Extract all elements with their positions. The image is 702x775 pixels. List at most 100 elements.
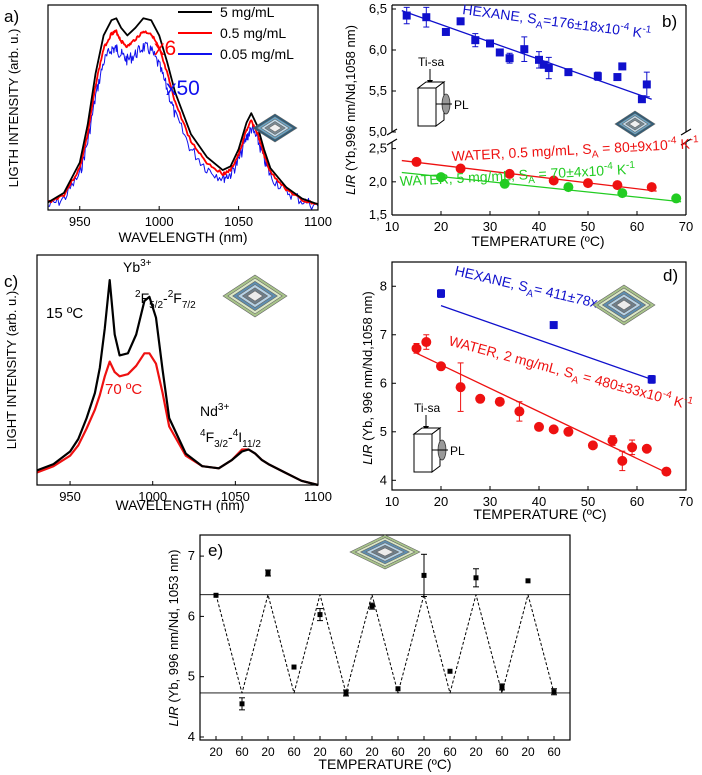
series-annotation: HEXANE, SA=176±18x10-4 K-1 xyxy=(461,0,652,46)
inset-label-tisa: Ti-sa xyxy=(418,55,445,69)
setup-inset: Ti-sa PL xyxy=(416,55,469,127)
transition-part: F xyxy=(206,429,215,445)
data-point xyxy=(617,188,628,199)
data-point xyxy=(456,17,465,26)
transition-part: 5/2 xyxy=(149,300,163,311)
ion-charge: 3+ xyxy=(140,258,152,269)
axis-break-mark xyxy=(386,138,398,146)
data-point xyxy=(369,603,375,609)
x-tick-label: 20 xyxy=(417,745,431,759)
data-point xyxy=(494,396,505,407)
x-tick-label: 60 xyxy=(235,745,249,759)
transition-part: F xyxy=(173,290,182,306)
panel-label: a) xyxy=(4,7,19,26)
data-point xyxy=(637,95,646,104)
y-axis-title: LIGHT INTENSITY (arb. u.) xyxy=(4,291,19,449)
annotation-part: -4 xyxy=(620,21,631,33)
data-point xyxy=(534,421,544,432)
data-point xyxy=(421,572,427,578)
panel-a-chart: 950 1000 1050 1100 WAVELENGTH (nm) LIGTH INTE… xyxy=(4,4,332,245)
data-point xyxy=(504,168,515,179)
panel-label: c) xyxy=(4,272,18,291)
y-tick-label: 4 xyxy=(188,729,195,744)
x-axis-title: WAVELENGTH (nm) xyxy=(118,229,247,245)
annotation-part: = 80±9x10 xyxy=(598,137,669,157)
y-axis-title: LIR (Yb,996 nm/Nd,1058 nm) xyxy=(343,25,358,195)
fit-line xyxy=(416,352,667,474)
transition-part: - xyxy=(163,290,168,306)
data-point xyxy=(213,592,219,598)
y-tick-label: 5,5 xyxy=(369,83,387,98)
data-point xyxy=(548,424,559,435)
annotation-part: A xyxy=(592,149,600,160)
x-tick-label: 10 xyxy=(385,494,399,509)
data-point xyxy=(671,193,682,204)
data-point xyxy=(495,48,504,57)
ion-symbol: Yb xyxy=(123,259,140,275)
data-point xyxy=(641,443,652,454)
data-point xyxy=(475,393,486,404)
x-tick-label: 20 xyxy=(261,745,275,759)
data-point xyxy=(471,36,480,45)
y-tick-label: 4 xyxy=(380,472,387,487)
panel-label: b) xyxy=(662,12,677,31)
data-point xyxy=(647,375,656,384)
data-point xyxy=(593,72,602,81)
axis-break-mark xyxy=(680,128,692,136)
fit-line xyxy=(401,171,682,203)
data-point xyxy=(441,27,450,36)
x-tick-label: 60 xyxy=(547,745,561,759)
annotation-part: HEXANE, S xyxy=(453,262,529,294)
annotation-part: A xyxy=(535,20,543,32)
data-point xyxy=(525,578,531,584)
y-tick-label: 5 xyxy=(380,424,387,439)
y-tick-label: 6,5 xyxy=(369,1,387,16)
data-point xyxy=(499,684,505,690)
x-tick-label: 1100 xyxy=(304,489,332,504)
transition-part: 2 xyxy=(135,289,141,300)
legend-label: 5 mg/mL xyxy=(220,4,275,20)
x-tick-label: 30 xyxy=(483,494,497,509)
data-point xyxy=(607,435,618,446)
annotation-part: = 480±33x10 xyxy=(578,367,665,405)
data-point xyxy=(411,156,422,167)
panel-b-chart: 5,0 5,5 6,0 6,5 1,5 2,0 2,5 10 20 30 40 50 60 70 HEXAN… xyxy=(343,0,699,249)
setup-inset: Ti-sa PL xyxy=(412,401,465,473)
x-tick-label: 20 xyxy=(469,745,483,759)
x-tick-label: 20 xyxy=(521,745,535,759)
data-point xyxy=(514,406,525,417)
x-tick-label: 70 xyxy=(679,494,693,509)
panel-e-chart: 4 5 6 7 20 60 20 60 20 60 20 60 20 60 20 60 20 60 e) TEMPER… xyxy=(166,534,571,772)
nanoparticle-icon xyxy=(252,113,298,143)
data-point xyxy=(613,73,622,82)
transition-part: 7/2 xyxy=(182,300,196,311)
annotation-part: K xyxy=(628,23,644,41)
plot-frame xyxy=(36,254,319,486)
x-tick-label: 20 xyxy=(365,745,379,759)
data-point xyxy=(317,612,323,618)
transition-part: 3/2 xyxy=(214,439,228,450)
data-point xyxy=(239,701,245,707)
y-title-rest: (Yb,996 nm/Nd,1058 nm) xyxy=(343,25,358,175)
x-tick-label: 60 xyxy=(391,745,405,759)
data-point xyxy=(618,62,627,71)
x-tick-label: 60 xyxy=(630,494,644,509)
annotation-part: WATER, 5 mg/mL, S xyxy=(399,166,528,189)
y-tick-label: 5,0 xyxy=(369,124,387,139)
data-point xyxy=(548,175,559,186)
annotation-part: K xyxy=(613,161,628,178)
inset-label-pl: PL xyxy=(454,98,469,112)
panel-label: e) xyxy=(208,541,223,560)
nd-transition-label: 4F3/2-4I11/2 xyxy=(200,428,261,450)
data-point xyxy=(535,55,543,64)
annotation-part: A xyxy=(528,175,536,186)
x-tick-label: 20 xyxy=(434,219,448,234)
y-tick-label: 6 xyxy=(380,375,387,390)
data-point xyxy=(402,11,411,20)
fit-line xyxy=(440,305,652,381)
ion-charge: 3+ xyxy=(218,402,230,413)
data-point xyxy=(411,343,422,354)
data-point xyxy=(473,575,479,581)
data-point xyxy=(455,163,466,174)
